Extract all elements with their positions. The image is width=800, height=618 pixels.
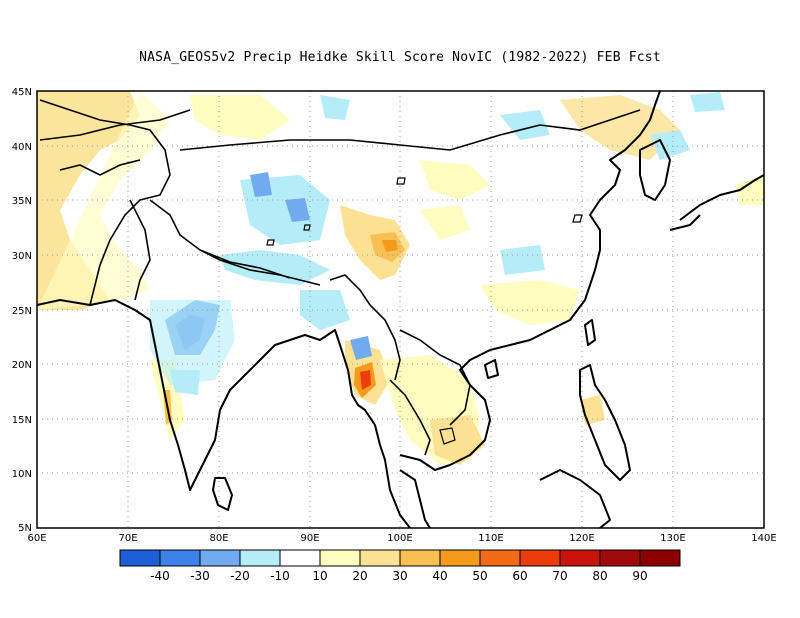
- y-tick-label: 15N: [12, 415, 32, 426]
- y-tick-label: 10N: [12, 469, 32, 480]
- coast-arabia-iran: [37, 299, 411, 528]
- shade-north-korea: [650, 130, 690, 160]
- shade-china-east: [500, 245, 545, 275]
- shade-tibet-west-core: [250, 172, 272, 197]
- colorbar-swatch: [639, 549, 681, 567]
- colorbar-label: 50: [472, 569, 487, 583]
- coast-japan: [679, 174, 764, 221]
- border-kazakh: [39, 109, 191, 141]
- y-tick-label: 45N: [12, 87, 32, 98]
- colorbar-label: 20: [352, 569, 367, 583]
- shade-tibet-west-core2: [285, 198, 310, 222]
- coastlines: [37, 91, 764, 528]
- shade-north-china: [420, 160, 490, 200]
- shade-ne-east: [735, 175, 764, 205]
- colorbar-label: 10: [312, 569, 327, 583]
- x-tick-label: 90E: [300, 533, 319, 544]
- y-axis: 5N 10N 15N 20N 25N 30N 35N 40N 45N: [12, 87, 32, 534]
- x-tick-label: 60E: [27, 533, 46, 544]
- border-thai: [389, 379, 431, 456]
- y-tick-label: 40N: [12, 142, 32, 153]
- shade-bangladesh: [300, 290, 350, 330]
- colorbar-swatch: [559, 549, 601, 567]
- border-afghan: [59, 159, 141, 176]
- coast-philippines: [579, 364, 631, 481]
- shade-myanmar-peak: [360, 370, 371, 390]
- y-tick-label: 35N: [12, 196, 32, 207]
- x-tick-label: 140E: [751, 533, 776, 544]
- colorbar-label: -40: [150, 569, 170, 583]
- colorbar-swatch: [439, 549, 481, 567]
- coast-japan-south: [669, 214, 701, 231]
- grid-lines: [37, 91, 764, 528]
- y-tick-label: 30N: [12, 251, 32, 262]
- y-tick-label: 25N: [12, 306, 32, 317]
- colorbar-label: 70: [552, 569, 567, 583]
- skill-shading: [37, 91, 764, 465]
- x-tick-label: 120E: [569, 533, 594, 544]
- coast-sri-lanka: [212, 477, 233, 511]
- border-mongolia: [179, 109, 641, 151]
- shade-burma-north: [350, 336, 372, 360]
- shade-tibet-peak: [382, 240, 398, 252]
- border-pak-india: [129, 199, 151, 301]
- y-tick-label: 5N: [18, 523, 32, 534]
- x-tick-label: 110E: [478, 533, 503, 544]
- shade-far-ne: [690, 92, 725, 112]
- colorbar-label: 60: [512, 569, 527, 583]
- lakes: [266, 177, 583, 445]
- colorbar-label: 40: [432, 569, 447, 583]
- border-laos: [399, 329, 471, 426]
- colorbar-swatch: [119, 549, 161, 567]
- coast-malaysia: [399, 469, 431, 528]
- coast-hainan: [484, 359, 499, 379]
- plot-frame: [36, 90, 765, 529]
- x-tick-label: 70E: [118, 533, 137, 544]
- shade-north: [500, 110, 550, 140]
- shade-nw-china: [320, 95, 350, 120]
- colorbar-label: -20: [230, 569, 250, 583]
- colorbar-label: 80: [592, 569, 607, 583]
- shade-west-asia-light: [37, 91, 170, 310]
- chart-title: NASA_GEOS5v2 Precip Heidke Skill Score N…: [139, 50, 661, 65]
- colorbar-swatch: [479, 549, 521, 567]
- coast-taiwan: [584, 319, 596, 346]
- colorbar-swatch: [359, 549, 401, 567]
- shade-india-light: [150, 300, 235, 385]
- y-tick-label: 20N: [12, 360, 32, 371]
- colorbar-label: 90: [632, 569, 647, 583]
- shade-himalaya: [220, 250, 330, 285]
- x-tick-label: 130E: [660, 533, 685, 544]
- border-burma: [329, 274, 401, 381]
- shade-central-china: [420, 205, 470, 240]
- coast-indochina: [399, 349, 491, 471]
- colorbar-swatch: [199, 549, 241, 567]
- x-tick-label: 100E: [387, 533, 412, 544]
- x-axis: 60E 70E 80E 90E 100E 110E 120E 130E 140E: [27, 533, 776, 544]
- coast-china: [489, 91, 661, 351]
- colorbar-label: -10: [270, 569, 290, 583]
- colorbar-legend: -40 -30 -20 -10 10 20 30 40 50 60 70 80 90: [119, 549, 681, 583]
- colorbar-label: -30: [190, 569, 210, 583]
- shade-india-south: [170, 370, 200, 395]
- colorbar-swatch: [599, 549, 641, 567]
- border-india-north: [149, 199, 321, 286]
- shade-northeast: [560, 95, 680, 160]
- colorbar-swatch: [519, 549, 561, 567]
- colorbar-swatch: [279, 549, 321, 567]
- coast-korea: [639, 139, 671, 201]
- shade-south-china: [480, 280, 580, 325]
- border-central-asia: [39, 99, 171, 306]
- coast-borneo: [539, 469, 611, 528]
- colorbar-swatch: [319, 549, 361, 567]
- colorbar-swatch: [399, 549, 441, 567]
- border-nepal: [199, 249, 291, 279]
- x-tick-label: 80E: [209, 533, 228, 544]
- colorbar-label: 30: [392, 569, 407, 583]
- borders: [39, 99, 641, 456]
- colorbar-swatch: [159, 549, 201, 567]
- shade-central-asia: [190, 95, 290, 140]
- colorbar-swatch: [239, 549, 281, 567]
